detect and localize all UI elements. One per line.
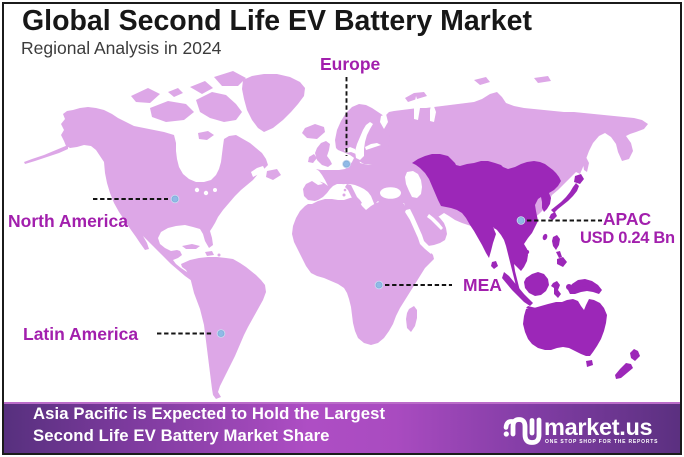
svg-text:ONE STOP SHOP FOR THE REPORTS: ONE STOP SHOP FOR THE REPORTS xyxy=(545,439,658,445)
svg-text:market.us: market.us xyxy=(544,414,653,440)
